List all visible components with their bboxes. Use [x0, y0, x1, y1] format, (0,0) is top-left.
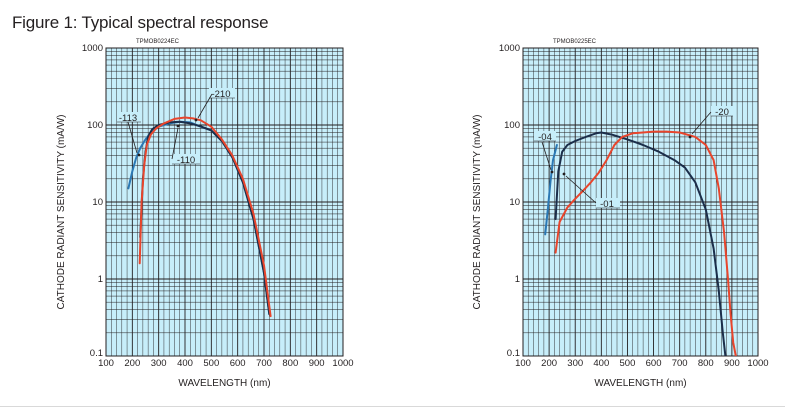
grid: [105, 47, 344, 357]
x-tick-label: 400: [593, 358, 609, 369]
svg-text:-20: -20: [715, 107, 729, 118]
svg-text:-01: -01: [600, 199, 614, 210]
y-tick-label: 1: [98, 274, 103, 285]
x-axis-label: WAVELENGTH (nm): [178, 378, 270, 389]
x-tick-label: 700: [256, 358, 272, 369]
x-tick-label: 900: [724, 358, 740, 369]
x-tick-label: 300: [567, 358, 583, 369]
series-annotation: -04: [534, 131, 556, 174]
y-axis-label: CATHODE RADIANT SENSITIVITY (mA/W): [472, 114, 483, 309]
y-tick-label: 1000: [82, 43, 103, 54]
y-tick-label: 100: [504, 120, 520, 131]
y-tick-label: 10: [509, 197, 520, 208]
series-annotation: -113: [117, 112, 141, 157]
svg-text:-04: -04: [538, 132, 552, 143]
y-tick-label: 0.1: [90, 348, 103, 359]
bottom-divider: [0, 406, 785, 407]
x-tick-label: 200: [541, 358, 557, 369]
svg-text:-210: -210: [211, 89, 230, 100]
x-tick-label: 800: [698, 358, 714, 369]
series-annotation: -01: [562, 172, 620, 210]
x-tick-label: 300: [151, 358, 167, 369]
chart-code: TPMOB0225EC: [553, 39, 597, 45]
x-tick-label: 900: [309, 358, 325, 369]
x-tick-label: 100: [98, 358, 114, 369]
series-line-210: [138, 116, 272, 318]
x-tick-label: 800: [282, 358, 298, 369]
x-tick-label: 1000: [747, 358, 768, 369]
series-annotation: -20: [688, 106, 733, 139]
x-tick-label: 600: [646, 358, 662, 369]
x-tick-label: 100: [515, 358, 531, 369]
x-tick-label: 600: [230, 358, 246, 369]
x-axis-label: WAVELENGTH (nm): [594, 378, 686, 389]
series-line-20: [554, 130, 737, 356]
y-axis-label: CATHODE RADIANT SENSITIVITY (mA/W): [56, 114, 67, 309]
y-tick-label: 1: [515, 274, 520, 285]
chart-code: TPMOB0224EC: [136, 39, 180, 45]
series-annotation: -210: [194, 88, 235, 122]
x-tick-label: 500: [620, 358, 636, 369]
x-tick-label: 500: [203, 358, 219, 369]
series-line-04: [544, 144, 558, 236]
x-tick-label: 400: [177, 358, 193, 369]
x-tick-label: 1000: [332, 358, 353, 369]
x-tick-label: 200: [124, 358, 140, 369]
figure-title: Figure 1: Typical spectral response: [12, 13, 269, 32]
y-tick-label: 100: [87, 120, 103, 131]
svg-text:-110: -110: [177, 155, 195, 166]
series-annotation: -110: [171, 124, 200, 166]
y-tick-label: 0.1: [507, 348, 520, 359]
svg-text:-113: -113: [119, 113, 137, 124]
y-tick-label: 10: [92, 197, 103, 208]
x-tick-label: 700: [672, 358, 688, 369]
series-line-01: [554, 131, 727, 356]
y-tick-label: 1000: [499, 43, 520, 54]
